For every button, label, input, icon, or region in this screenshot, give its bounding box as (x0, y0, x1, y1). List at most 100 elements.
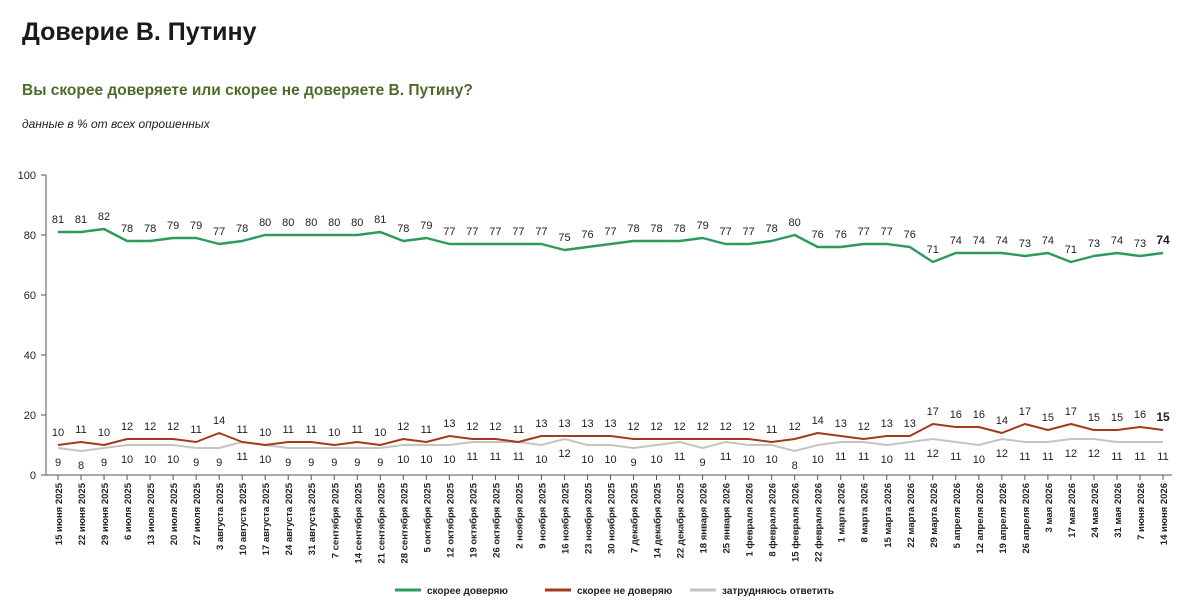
series-line-0 (58, 227, 1164, 264)
label-distrust: 12 (858, 421, 870, 433)
label-distrust: 17 (1065, 406, 1077, 418)
x-tick-label: 22 марта 2026 (906, 483, 917, 548)
chart-question: Вы скорее доверяете или скорее не доверя… (22, 82, 473, 99)
legend: скорее доверяю скорее не доверяю затрудняю… (395, 586, 834, 597)
label-undecided: 10 (881, 454, 893, 466)
label-distrust: 11 (306, 424, 317, 436)
label-trust: 78 (121, 223, 133, 235)
legend-label: скорее не доверяю (577, 586, 673, 597)
x-tick-label: 29 июня 2025 (100, 482, 111, 545)
label-undecided: 8 (78, 460, 84, 472)
x-tick-label: 26 октября 2025 (491, 482, 502, 558)
x-tick-label: 15 июня 2025 (54, 482, 65, 545)
label-trust: 77 (489, 226, 501, 238)
x-tick-label: 6 июля 2025 (123, 482, 134, 540)
label-trust: 71 (1065, 244, 1077, 256)
x-tick-label: 31 августа 2025 (307, 482, 318, 555)
label-distrust: 12 (789, 421, 801, 433)
label-distrust: 13 (558, 418, 570, 430)
x-tick-label: 13 июля 2025 (146, 482, 157, 545)
label-trust: 71 (927, 244, 939, 256)
label-trust: 76 (581, 229, 593, 241)
label-undecided: 10 (259, 454, 271, 466)
legend-item-0: скорее доверяю (395, 586, 508, 597)
label-undecided: 9 (193, 457, 199, 469)
label-distrust: 15 (1111, 412, 1123, 424)
label-undecided: 10 (443, 454, 455, 466)
label-trust: 79 (420, 220, 432, 232)
label-undecided: 10 (144, 454, 156, 466)
label-trust: 75 (558, 232, 570, 244)
label-trust: 80 (305, 217, 317, 229)
label-distrust: 13 (581, 418, 593, 430)
x-tick-label: 17 мая 2026 (1067, 483, 1078, 538)
label-trust: 79 (190, 220, 202, 232)
x-tick-label: 15 февраля 2026 (791, 483, 802, 562)
x-tick-label: 3 августа 2025 (215, 482, 226, 550)
label-undecided: 10 (743, 454, 755, 466)
label-trust: 81 (374, 214, 386, 226)
label-undecided: 10 (121, 454, 133, 466)
y-tick-label: 100 (18, 170, 36, 182)
label-undecided: 11 (513, 451, 524, 463)
data-note: данные в % от всех опрошенных (22, 117, 210, 131)
label-distrust: 11 (190, 424, 201, 436)
label-distrust: 13 (835, 418, 847, 430)
label-distrust: 11 (766, 424, 777, 436)
legend-item-2: затрудняюсь ответить (690, 586, 834, 597)
label-distrust: 13 (904, 418, 916, 430)
label-trust: 77 (213, 226, 225, 238)
label-trust: 74 (996, 235, 1008, 247)
label-distrust: 10 (98, 427, 110, 439)
label-distrust: 15 (1088, 412, 1100, 424)
x-tick-label: 20 июля 2025 (169, 482, 180, 545)
label-undecided: 9 (55, 457, 61, 469)
label-trust: 80 (282, 217, 294, 229)
label-undecided: 11 (236, 451, 247, 463)
label-distrust: 10 (259, 427, 271, 439)
label-trust: 80 (328, 217, 340, 229)
label-trust: 74 (950, 235, 962, 247)
label-trust: 78 (236, 223, 248, 235)
label-distrust: 13 (881, 418, 893, 430)
label-undecided: 10 (167, 454, 179, 466)
label-undecided: 10 (973, 454, 985, 466)
label-distrust: 14 (812, 415, 824, 427)
page-title: Доверие В. Путину (22, 18, 257, 46)
label-undecided: 11 (1111, 451, 1122, 463)
label-undecided: 11 (858, 451, 869, 463)
label-undecided: 11 (950, 451, 961, 463)
label-distrust: 12 (743, 421, 755, 433)
label-distrust: 12 (673, 421, 685, 433)
x-tick-label: 8 марта 2026 (860, 483, 871, 543)
x-tick-label: 16 ноября 2025 (560, 482, 571, 554)
label-distrust: 11 (513, 424, 524, 436)
label-undecided: 10 (535, 454, 547, 466)
label-trust: 77 (719, 226, 731, 238)
label-distrust: 17 (927, 406, 939, 418)
label-trust: 77 (535, 226, 547, 238)
x-tick-label: 19 октября 2025 (468, 482, 479, 558)
x-tick-label: 28 сентября 2025 (399, 482, 410, 563)
x-tick-label: 7 сентября 2025 (330, 482, 341, 558)
series-line-1 (57, 423, 1164, 446)
label-distrust: 10 (374, 427, 386, 439)
label-undecided: 9 (101, 457, 107, 469)
label-undecided: 8 (792, 460, 798, 472)
label-distrust: 12 (719, 421, 731, 433)
x-tick-label: 7 июня 2026 (1136, 483, 1147, 540)
x-tick-label: 1 марта 2026 (837, 483, 848, 543)
label-distrust: 13 (443, 418, 455, 430)
x-tick-label: 24 августа 2025 (284, 482, 295, 555)
label-undecided: 11 (1042, 451, 1053, 463)
label-undecided: 12 (558, 448, 570, 460)
x-tick-label: 3 мая 2026 (1044, 483, 1055, 532)
label-distrust: 12 (167, 421, 179, 433)
label-undecided: 11 (1157, 451, 1168, 463)
label-trust: 77 (466, 226, 478, 238)
label-trust: 78 (627, 223, 639, 235)
y-tick-label: 0 (30, 470, 36, 482)
x-tick-label: 8 февраля 2026 (768, 483, 779, 557)
